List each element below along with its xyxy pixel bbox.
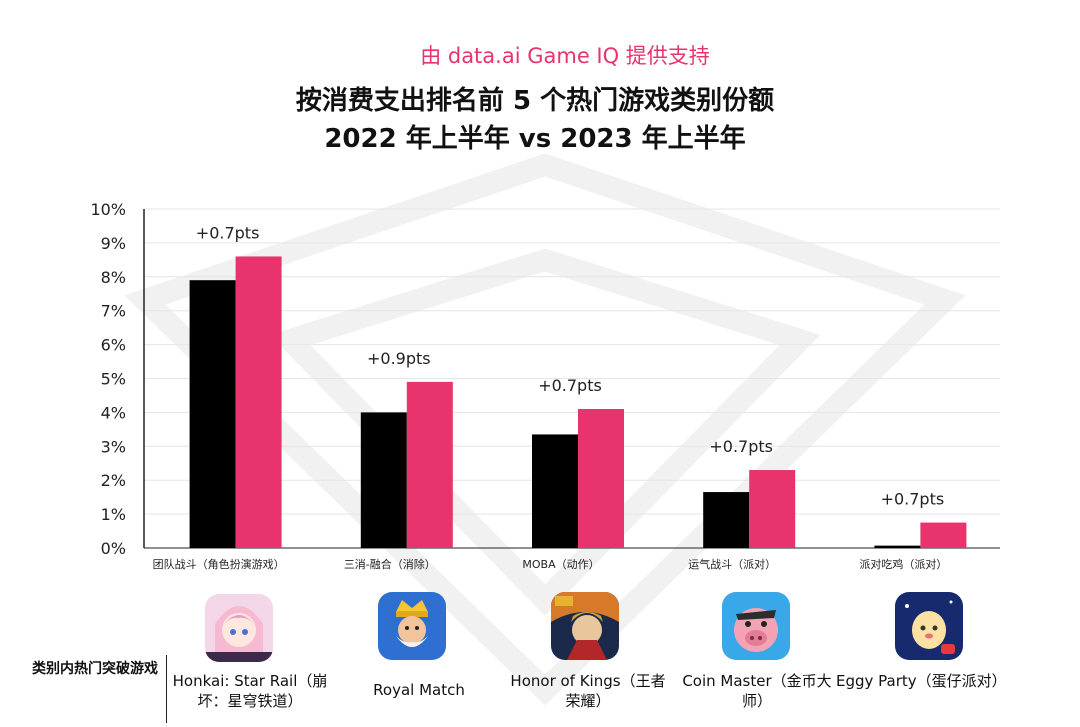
bar-chart: 0% 1% 2% 3% 4% 5% 6% 7% 8% 9% 10% 团队战斗（角色扮演游戏） +0.7p… bbox=[90, 200, 1000, 571]
bar bbox=[235, 256, 282, 548]
bar bbox=[532, 434, 578, 548]
y-tick-label: 3% bbox=[101, 437, 126, 456]
bar bbox=[189, 280, 236, 548]
game-name: Eggy Party（蛋仔派对） bbox=[836, 672, 1007, 690]
x-tick-label: 运气战斗（派对） bbox=[688, 557, 776, 571]
bar bbox=[360, 412, 407, 548]
breakout-row-label: 类别内热门突破游戏 bbox=[32, 661, 158, 677]
data-label: +0.7pts bbox=[709, 437, 773, 456]
data-label: +0.9pts bbox=[367, 349, 431, 368]
provider-credit: 由 data.ai Game IQ 提供支持 bbox=[420, 44, 710, 68]
game-name: Coin Master（金币大师） bbox=[682, 672, 832, 710]
y-tick-label: 5% bbox=[101, 370, 126, 389]
honkai-star-rail-icon bbox=[205, 594, 273, 662]
y-tick-label: 0% bbox=[101, 539, 126, 558]
y-tick-label: 9% bbox=[101, 234, 126, 253]
game-name: Royal Match bbox=[373, 681, 465, 699]
data-label: +0.7pts bbox=[538, 376, 602, 395]
bar bbox=[406, 381, 453, 548]
coin-master-icon bbox=[722, 592, 790, 660]
row-divider bbox=[166, 655, 167, 723]
chart-title-line1: 按消费支出排名前 5 个热门游戏类别份额 bbox=[295, 86, 775, 116]
bar bbox=[874, 545, 921, 548]
y-tick-label: 4% bbox=[101, 403, 126, 422]
y-tick-label: 7% bbox=[101, 302, 126, 321]
game-name: Honkai: Star Rail（崩坏：星穹铁道） bbox=[172, 672, 328, 710]
x-tick-label: 团队战斗（角色扮演游戏） bbox=[153, 557, 285, 571]
data-label: +0.7pts bbox=[881, 490, 945, 509]
y-tick-label: 1% bbox=[101, 505, 126, 524]
chart-title-line2: 2022 年上半年 vs 2023 年上半年 bbox=[324, 124, 746, 154]
x-tick-label: 三消-融合（消除） bbox=[344, 557, 436, 571]
bar bbox=[578, 409, 624, 548]
bar bbox=[920, 522, 967, 548]
y-tick-label: 8% bbox=[101, 268, 126, 287]
y-tick-label: 10% bbox=[90, 200, 126, 219]
bar bbox=[703, 492, 750, 548]
x-tick-label: MOBA（动作） bbox=[522, 558, 599, 571]
x-tick-label: 派对吃鸡（派对） bbox=[859, 557, 947, 571]
y-tick-label: 2% bbox=[101, 471, 126, 490]
y-tick-label: 6% bbox=[101, 336, 126, 355]
royal-match-icon bbox=[378, 592, 446, 660]
honor-of-kings-icon bbox=[551, 592, 619, 660]
game-name: Honor of Kings（王者荣耀） bbox=[510, 672, 666, 710]
bar bbox=[749, 470, 796, 548]
eggy-party-icon bbox=[895, 592, 963, 660]
data-label: +0.7pts bbox=[196, 223, 260, 242]
